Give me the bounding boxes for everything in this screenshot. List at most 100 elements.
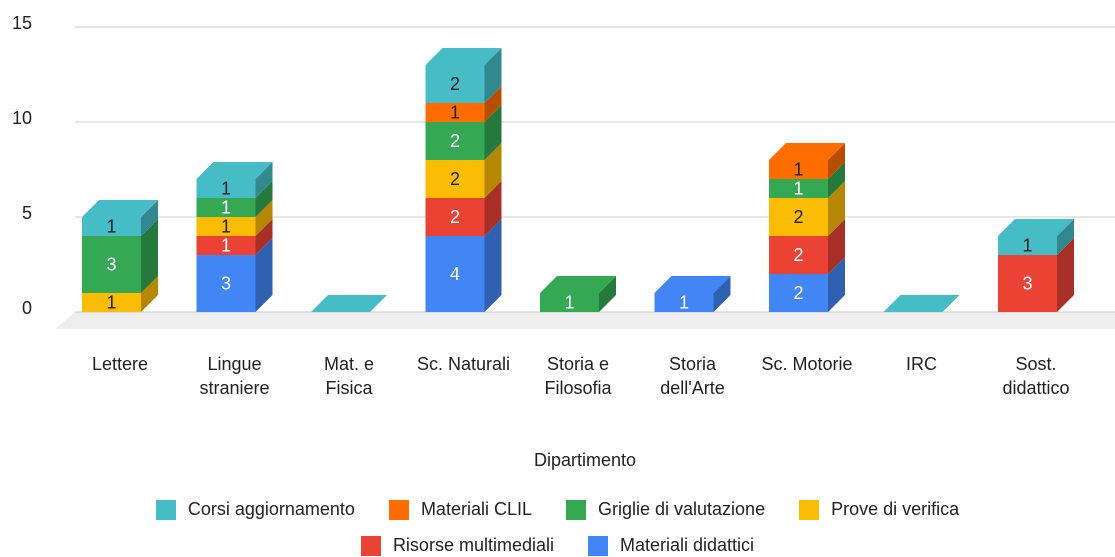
data-label: 1 bbox=[450, 102, 460, 122]
x-tick-label: Storia e Filosofia bbox=[544, 354, 612, 398]
bar-segment bbox=[998, 255, 1057, 312]
x-tick-label: Lingue straniere bbox=[199, 354, 270, 398]
y-tick-label: 10 bbox=[12, 108, 32, 128]
bar-side bbox=[141, 276, 158, 312]
legend-swatch bbox=[155, 499, 176, 520]
data-label: 2 bbox=[450, 169, 460, 189]
bar-segment bbox=[82, 293, 141, 312]
legend-swatch bbox=[799, 499, 820, 520]
bar-segment bbox=[769, 198, 828, 236]
legend-swatch bbox=[388, 499, 409, 520]
data-label: 3 bbox=[1022, 273, 1032, 293]
data-label: 1 bbox=[221, 216, 231, 236]
bar-segment bbox=[540, 293, 599, 312]
bar-top bbox=[540, 276, 616, 293]
bar-top bbox=[883, 295, 960, 312]
legend-label: Griglie di valutazione bbox=[597, 499, 766, 519]
bar-segment bbox=[82, 217, 141, 236]
bar-side bbox=[255, 238, 273, 312]
data-label: 1 bbox=[1022, 235, 1032, 255]
bar-side bbox=[255, 181, 273, 217]
bar-segment bbox=[425, 65, 485, 103]
bar-top bbox=[196, 162, 273, 179]
bar-side bbox=[713, 276, 731, 312]
bar-side bbox=[141, 200, 158, 236]
bar-top bbox=[425, 48, 502, 65]
floor bbox=[55, 312, 1115, 329]
bar-side bbox=[484, 219, 502, 312]
legend-label: Materiali didattici bbox=[619, 535, 755, 555]
bar-side bbox=[484, 48, 502, 103]
y-tick-label: 5 bbox=[22, 203, 32, 223]
x-axis-title: Dipartimento bbox=[534, 450, 636, 470]
bar-segment bbox=[654, 293, 714, 312]
data-label: 1 bbox=[564, 292, 574, 312]
bar-side bbox=[484, 86, 502, 122]
legend-row: Corsi aggiornamento Materiali CLIL Griglie… bbox=[0, 499, 1115, 520]
bar-segment bbox=[769, 179, 828, 198]
data-label: 1 bbox=[221, 197, 231, 217]
bar-side bbox=[484, 181, 502, 236]
bar-side bbox=[255, 162, 273, 198]
data-label: 2 bbox=[450, 207, 460, 227]
bar-segment bbox=[425, 236, 485, 312]
data-label: 2 bbox=[450, 131, 460, 151]
x-tick-label: Lettere bbox=[91, 354, 149, 374]
legend-item: Risorse multimediali bbox=[360, 535, 554, 556]
y-tick-label: 15 bbox=[12, 13, 32, 33]
bar-top bbox=[654, 276, 731, 293]
legend-item: Griglie di valutazione bbox=[565, 499, 766, 520]
legend-swatch bbox=[587, 535, 608, 556]
data-label: 1 bbox=[793, 159, 803, 179]
legend-item: Corsi aggiornamento bbox=[155, 499, 355, 520]
bar-segment bbox=[425, 198, 485, 236]
x-tick-label: IRC bbox=[906, 354, 937, 374]
data-label: 3 bbox=[106, 254, 116, 274]
bar-side bbox=[1057, 238, 1074, 312]
bar-segment bbox=[425, 122, 485, 160]
data-label: 2 bbox=[793, 207, 803, 227]
legend-item: Materiali CLIL bbox=[388, 499, 532, 520]
bar-top bbox=[311, 295, 387, 312]
legend-label: Corsi aggiornamento bbox=[187, 499, 355, 519]
bar-side bbox=[141, 219, 158, 293]
bar-segment bbox=[998, 236, 1057, 255]
x-tick-label: Sc. Motorie bbox=[761, 354, 853, 374]
bar-top bbox=[998, 219, 1074, 236]
bar-side bbox=[484, 105, 502, 160]
bar-segment bbox=[196, 198, 256, 217]
x-tick-label: Sc. Naturali bbox=[416, 354, 511, 374]
bar-segment bbox=[196, 217, 256, 236]
bar-segment bbox=[769, 160, 828, 179]
bar-side bbox=[484, 143, 502, 198]
legend-label: Prove di verifica bbox=[831, 499, 960, 519]
bar-side bbox=[255, 200, 273, 236]
bar-segment bbox=[196, 236, 256, 255]
bar-side bbox=[1057, 219, 1074, 255]
bar-side bbox=[828, 143, 845, 179]
bar-side bbox=[828, 181, 845, 236]
legend-label: Materiali CLIL bbox=[420, 499, 532, 519]
bar-segment bbox=[769, 236, 828, 274]
data-label: 2 bbox=[793, 245, 803, 265]
bar-segment bbox=[425, 103, 485, 122]
data-label: 2 bbox=[793, 283, 803, 303]
legend-swatch bbox=[360, 535, 381, 556]
data-label: 1 bbox=[793, 178, 803, 198]
bar-segment bbox=[769, 274, 828, 312]
legend-item: Prove di verifica bbox=[799, 499, 959, 520]
bar-side bbox=[599, 276, 616, 312]
y-tick-label: 0 bbox=[22, 298, 32, 318]
data-label: 1 bbox=[679, 292, 689, 312]
bar-segment bbox=[82, 236, 141, 293]
bar-top bbox=[769, 143, 845, 160]
legend-item: Materiali didattici bbox=[587, 535, 755, 556]
legend-label: Risorse multimediali bbox=[392, 535, 554, 555]
x-tick-label: Mat. e Fisica bbox=[323, 354, 375, 398]
data-label: 4 bbox=[450, 264, 460, 284]
data-label: 2 bbox=[450, 74, 460, 94]
x-tick-label: Sost. didattico bbox=[1002, 354, 1070, 398]
data-label: 1 bbox=[106, 292, 116, 312]
